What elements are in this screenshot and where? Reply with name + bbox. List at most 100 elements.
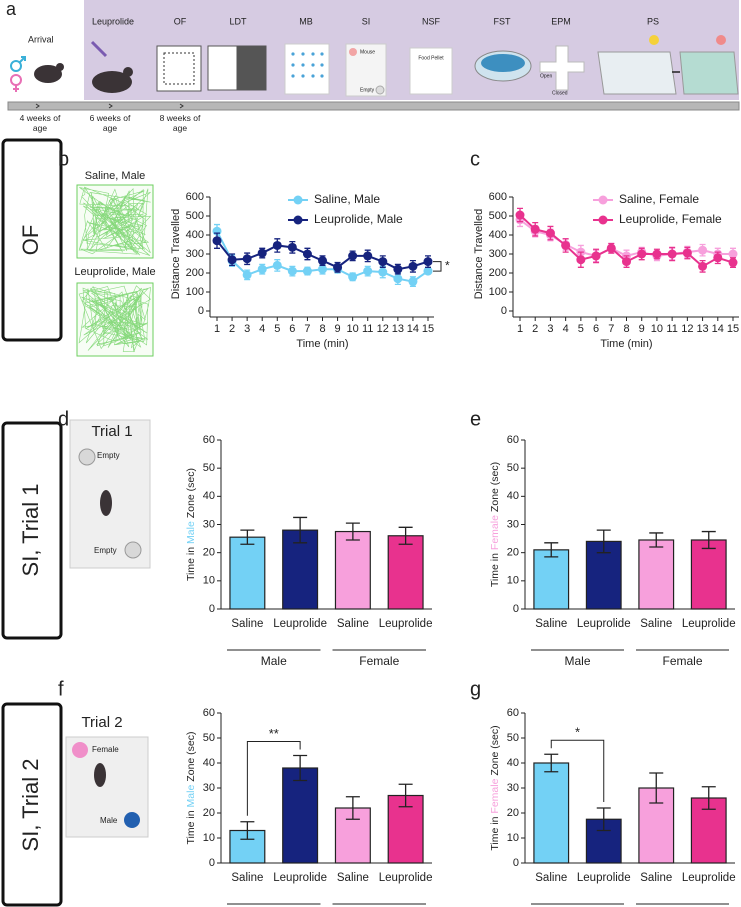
section-label: SI, Trial 2 <box>18 759 43 852</box>
ldt-icon <box>236 45 267 91</box>
section-box <box>1 138 63 342</box>
x-tick-label: 13 <box>392 323 404 335</box>
arrival-label: Arrival <box>28 34 54 44</box>
y-axis-label-part: Time in <box>489 553 501 587</box>
icon-label: Food Pellet <box>418 55 444 61</box>
x-tick-label: 2 <box>229 323 235 335</box>
cup-icon <box>124 812 140 828</box>
y-tick-label: 20 <box>507 547 519 559</box>
error-bar <box>544 542 559 558</box>
x-tick-label: Leuprolide <box>682 618 736 630</box>
significance-bracket <box>246 741 301 816</box>
icon-label: Closed <box>552 90 568 96</box>
data-point <box>348 251 358 261</box>
y-axis-label: Time in Male Zone (sec) <box>185 468 197 581</box>
track-path <box>78 186 152 256</box>
mouse-icon <box>34 65 62 83</box>
data-point <box>363 266 373 276</box>
y-axis-label: Time in Female Zone (sec) <box>489 725 501 850</box>
y-tick-label: 200 <box>489 267 507 279</box>
y-tick-label: 300 <box>186 248 204 260</box>
ps-icon <box>716 35 726 45</box>
trial-title: Trial 2 <box>81 714 122 731</box>
x-tick-label: 15 <box>422 323 434 335</box>
bar <box>638 539 675 610</box>
y-tick-label: 60 <box>203 707 215 719</box>
mb-icon <box>291 52 324 78</box>
mouse-icon <box>56 63 64 71</box>
data-point <box>242 254 252 264</box>
y-tick-label: 40 <box>507 757 519 769</box>
cup-label: Male <box>100 816 118 825</box>
error-bar <box>701 530 716 550</box>
x-tick-label: 14 <box>407 323 419 335</box>
data-point <box>302 266 312 276</box>
legend-label: Leuprolide, Male <box>314 212 403 226</box>
data-point <box>393 264 403 274</box>
data-point <box>318 264 327 274</box>
cup-icon <box>78 448 96 466</box>
icon-label: Mouse <box>360 49 375 55</box>
test-label: SI <box>362 16 371 26</box>
y-tick-label: 30 <box>507 782 519 794</box>
x-tick-label: 11 <box>362 323 373 335</box>
y-axis-label-part: Zone (sec) <box>185 732 197 782</box>
y-tick-label: 50 <box>507 462 519 474</box>
error-bar <box>596 529 611 554</box>
x-tick-label: Saline <box>535 872 567 884</box>
y-tick-label: 20 <box>203 547 215 559</box>
image-label: Leuprolide, Male <box>74 266 155 278</box>
cup-label: Empty <box>94 546 117 555</box>
panel-label: d <box>58 408 69 430</box>
significance-bracket <box>433 261 442 272</box>
x-tick-label: 11 <box>666 323 677 335</box>
test-label: MB <box>299 16 313 26</box>
test-label: EPM <box>551 16 571 26</box>
error-bar <box>701 786 716 810</box>
y-tick-label: 0 <box>513 603 519 615</box>
y-tick-label: 30 <box>507 518 519 530</box>
image-label: Saline, Male <box>85 170 146 182</box>
y-tick-label: 20 <box>507 807 519 819</box>
timeline-tick <box>35 103 184 109</box>
bar <box>690 539 727 610</box>
bar <box>282 767 319 864</box>
x-tick-label: 12 <box>377 323 389 335</box>
significance-bracket <box>550 739 605 802</box>
x-tick-label: Leuprolide <box>577 872 631 884</box>
data-point <box>423 266 433 276</box>
error-bar <box>649 532 664 548</box>
x-axis-label: Time (min) <box>296 338 348 350</box>
x-tick-label: Saline <box>231 618 263 630</box>
ps-icon <box>679 51 739 95</box>
data-point <box>713 253 723 263</box>
epm-icon <box>539 45 585 91</box>
x-tick-label: 14 <box>712 323 724 335</box>
data-point <box>561 240 571 250</box>
mouse-icon <box>92 71 132 93</box>
y-tick-label: 0 <box>513 857 519 869</box>
of-icon <box>163 52 195 85</box>
y-tick-label: 10 <box>203 575 215 587</box>
y-axis-label-part: Time in <box>489 816 501 850</box>
panel-label: a <box>6 0 17 19</box>
cup-icon <box>124 541 142 559</box>
y-tick-label: 500 <box>186 210 204 222</box>
y-tick-label: 400 <box>489 229 507 241</box>
data-point <box>408 261 418 271</box>
data-point <box>212 236 222 246</box>
group-label: Female <box>359 654 399 668</box>
data-point <box>637 249 647 259</box>
test-label: FST <box>494 16 512 26</box>
error-bar <box>649 772 664 804</box>
data-point <box>287 266 297 276</box>
x-tick-label: Saline <box>640 618 672 630</box>
cup-icon <box>72 742 88 758</box>
bar <box>229 536 266 610</box>
y-tick-label: 0 <box>198 305 204 317</box>
bar <box>533 549 570 610</box>
y-tick-label: 40 <box>507 490 519 502</box>
x-tick-label: 3 <box>244 323 250 335</box>
panel-label: f <box>58 678 64 700</box>
